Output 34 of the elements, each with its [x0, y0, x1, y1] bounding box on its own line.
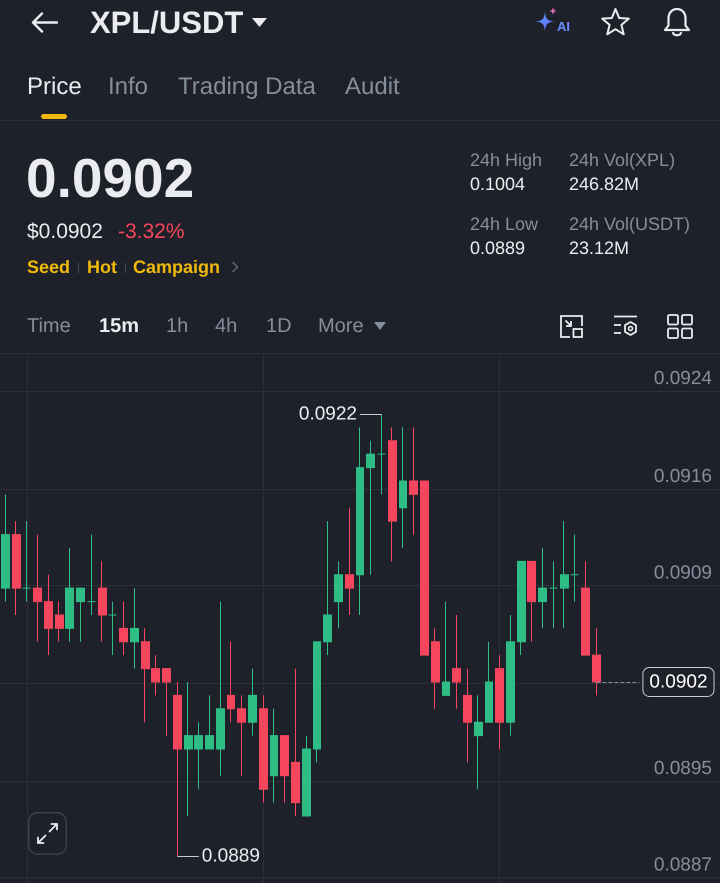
- text: 1h: [166, 315, 188, 338]
- text: 1D: [266, 315, 292, 338]
- y-tick-label: 0.0916: [654, 466, 712, 488]
- text: $0.0902: [27, 220, 103, 244]
- text: 0.0902: [26, 147, 194, 210]
- annotation: 0.0922: [298, 403, 357, 424]
- text: Info: [108, 72, 148, 100]
- text: 246.82M: [569, 174, 640, 194]
- y-tick-label: 0.0895: [654, 758, 712, 780]
- text: 23.12M: [569, 238, 630, 258]
- text: 0.1004: [470, 174, 526, 194]
- text: 24h High: [470, 150, 542, 170]
- y-tick-label: 0.0887: [654, 854, 712, 876]
- y-tick-label: 0.0924: [654, 368, 712, 390]
- text: Hot: [87, 256, 117, 277]
- text: 0.0889: [470, 238, 526, 258]
- text: 24h Vol(XPL): [569, 150, 676, 170]
- text: Trading Data: [178, 72, 316, 100]
- annotation: 0.0889: [202, 846, 260, 867]
- text: 15m: [99, 315, 140, 338]
- text: Time: [27, 315, 71, 338]
- text: Seed: [27, 256, 70, 277]
- y-tick-label: 0.0909: [654, 562, 712, 584]
- text: -3.32%: [118, 220, 185, 244]
- text: 24h Low: [470, 214, 538, 234]
- text: AI: [557, 18, 570, 34]
- text: More: [318, 315, 364, 338]
- text: 24h Vol(USDT): [569, 214, 690, 234]
- ref-line-label: 0.0902: [649, 671, 708, 692]
- text: Price: [27, 72, 82, 100]
- text: Campaign: [133, 256, 220, 277]
- text: Audit: [345, 72, 400, 100]
- chart-title: XPL/USDT: [90, 4, 244, 40]
- text: 4h: [215, 315, 238, 338]
